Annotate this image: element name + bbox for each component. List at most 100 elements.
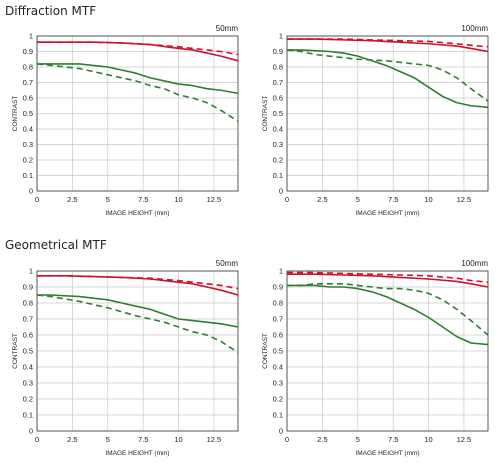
- y-tick-label: 0.9: [273, 47, 283, 56]
- y-tick-label: 0: [279, 187, 283, 196]
- mtf-chart-diffraction-100mm: 00.10.20.30.40.50.60.70.80.910 2.5 5 7.5 10 1…: [262, 24, 489, 217]
- y-tick-label: 1: [279, 267, 283, 276]
- y-tick-label: 0.9: [23, 47, 33, 56]
- plot-frame: [36, 35, 239, 192]
- y-tick-label: 0.1: [23, 171, 33, 180]
- series-line-1-dashed: [37, 41, 239, 56]
- series-line-1-dashed: [287, 38, 489, 48]
- y-tick-label: 0.2: [23, 156, 33, 165]
- y-axis-label: CONTRAST: [262, 333, 269, 369]
- x-axis-label: IMAGE HEIGHT (mm): [355, 210, 419, 217]
- x-tick-label: 0: [35, 435, 39, 444]
- series-line-0-solid: [287, 38, 489, 53]
- y-tick-label: 0.3: [273, 379, 283, 388]
- plot-frame: [286, 270, 489, 432]
- y-tick-label: 0.1: [273, 171, 283, 180]
- x-tick-label: 7.5: [138, 435, 148, 444]
- x-tick-label: 7.5: [388, 195, 398, 204]
- y-tick-label: 0.8: [273, 63, 283, 72]
- y-tick-label: 0: [29, 187, 33, 196]
- x-tick-label: 10: [424, 435, 432, 444]
- y-tick-label: 0.5: [273, 347, 283, 356]
- series-line-0-solid: [287, 273, 489, 288]
- y-tick-label: 0.4: [23, 125, 33, 134]
- y-tick-label: 0.7: [273, 315, 283, 324]
- y-tick-label: 0: [29, 427, 33, 436]
- y-tick-label: 0.6: [273, 94, 283, 103]
- x-axis-label: IMAGE HEIGHT (mm): [355, 450, 419, 457]
- y-tick-label: 0.7: [23, 315, 33, 324]
- y-axis-label: CONTRAST: [12, 96, 19, 132]
- series-line-1-dashed: [37, 274, 239, 290]
- y-tick-label: 0.2: [273, 156, 283, 165]
- plot-frame: [286, 35, 489, 192]
- x-tick-label: 12.5: [207, 195, 222, 204]
- x-tick-label: 0: [285, 435, 289, 444]
- y-tick-label: 0: [279, 427, 283, 436]
- x-tick-label: 5: [356, 195, 360, 204]
- series-line-3-dashed: [286, 49, 489, 102]
- series-line-2-solid: [287, 284, 489, 346]
- y-tick-label: 0.2: [23, 395, 33, 404]
- mtf-chart-diffraction-50mm: 00.10.20.30.40.50.60.70.80.910 2.5 5 7.5 10 1…: [12, 24, 239, 217]
- x-tick-label: 5: [356, 435, 360, 444]
- x-tick-label: 7.5: [138, 195, 148, 204]
- x-tick-label: 10: [174, 195, 182, 204]
- x-axis-label: IMAGE HEIGHT (mm): [105, 450, 169, 457]
- y-tick-label: 0.3: [23, 140, 33, 149]
- y-tick-label: 0.5: [23, 109, 33, 118]
- section-title-geometrical: Geometrical MTF: [5, 238, 107, 252]
- y-tick-label: 0.5: [273, 109, 283, 118]
- x-tick-label: 10: [424, 195, 432, 204]
- mtf-chart-geometrical-50mm: 00.10.20.30.40.50.60.70.80.910 2.5 5 7.5 10 1…: [12, 259, 239, 457]
- y-tick-label: 0.4: [23, 363, 33, 372]
- section-title-diffraction: Diffraction MTF: [5, 4, 97, 18]
- y-tick-label: 1: [29, 32, 33, 41]
- y-axis-label: CONTRAST: [12, 333, 19, 369]
- focal-length-label: 100mm: [461, 259, 488, 268]
- x-tick-label: 7.5: [388, 435, 398, 444]
- x-tick-label: 12.5: [457, 435, 472, 444]
- x-tick-label: 2.5: [317, 195, 327, 204]
- y-tick-label: 0.6: [23, 331, 33, 340]
- series-line-2-solid: [287, 49, 489, 109]
- focal-length-label: 100mm: [461, 24, 488, 33]
- y-tick-label: 0.9: [23, 283, 33, 292]
- x-axis-label: IMAGE HEIGHT (mm): [105, 210, 169, 217]
- x-tick-label: 0: [35, 195, 39, 204]
- y-tick-label: 0.4: [273, 125, 283, 134]
- x-tick-label: 12.5: [207, 435, 222, 444]
- x-tick-label: 2.5: [67, 435, 77, 444]
- x-tick-label: 5: [106, 195, 110, 204]
- x-tick-label: 5: [106, 435, 110, 444]
- y-tick-label: 0.8: [23, 299, 33, 308]
- x-tick-label: 12.5: [457, 195, 472, 204]
- x-tick-label: 2.5: [317, 435, 327, 444]
- x-tick-label: 0: [285, 195, 289, 204]
- y-tick-label: 0.2: [273, 395, 283, 404]
- y-tick-label: 0.1: [23, 411, 33, 420]
- x-tick-label: 2.5: [67, 195, 77, 204]
- y-tick-label: 1: [279, 32, 283, 41]
- y-tick-label: 0.4: [273, 363, 283, 372]
- series-line-2-solid: [37, 294, 239, 328]
- x-tick-label: 10: [174, 435, 182, 444]
- series-line-2-solid: [37, 63, 239, 95]
- y-tick-label: 0.6: [23, 94, 33, 103]
- y-axis-label: CONTRAST: [262, 96, 269, 132]
- y-tick-label: 0.3: [273, 140, 283, 149]
- series-line-3-dashed: [287, 282, 489, 336]
- series-line-3-dashed: [36, 294, 239, 354]
- y-tick-label: 0.1: [273, 411, 283, 420]
- series-line-1-dashed: [287, 271, 489, 283]
- y-tick-label: 0.5: [23, 347, 33, 356]
- mtf-chart-geometrical-100mm: 00.10.20.30.40.50.60.70.80.910 2.5 5 7.5 10 1…: [262, 259, 489, 457]
- plot-frame: [36, 270, 239, 432]
- y-tick-label: 0.6: [273, 331, 283, 340]
- focal-length-label: 50mm: [216, 259, 239, 268]
- series-line-3-dashed: [36, 63, 239, 122]
- y-tick-label: 1: [29, 267, 33, 276]
- y-tick-label: 0.7: [23, 78, 33, 87]
- focal-length-label: 50mm: [216, 24, 239, 33]
- y-tick-label: 0.3: [23, 379, 33, 388]
